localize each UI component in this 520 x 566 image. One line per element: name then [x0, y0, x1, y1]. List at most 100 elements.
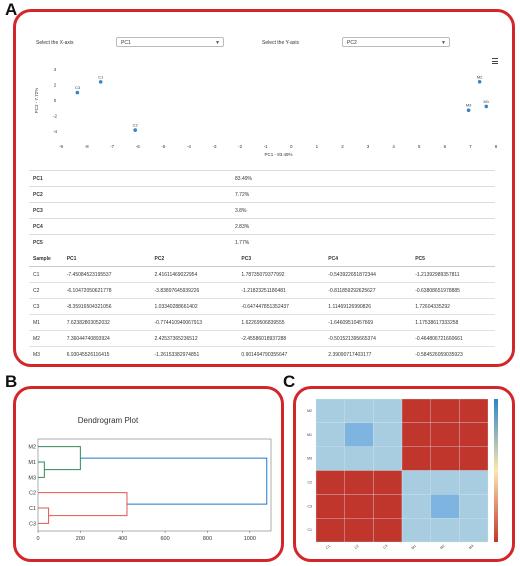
pc-name-cell: PC5	[29, 234, 231, 250]
heatmap-cell	[430, 422, 460, 447]
x-tick-label: 1	[316, 144, 319, 149]
column-label: C3	[382, 544, 388, 550]
heatmap-cell	[315, 518, 345, 543]
table-cell: 2.39090717403177	[324, 346, 412, 362]
column-label: C2	[354, 544, 360, 550]
panel-label-b: B	[5, 372, 18, 391]
table-cell: 7.36044740893924	[62, 330, 151, 347]
y-tick-label: 0	[54, 98, 57, 103]
table-cell: 1.03340288661402	[150, 298, 238, 315]
pc-name-cell: PC1	[29, 170, 231, 187]
pc-name-cell: PC4	[29, 218, 231, 235]
x-tick-label: 5	[418, 144, 421, 149]
x-tick-label: -7	[110, 144, 114, 149]
leaf-label: M3	[28, 475, 36, 481]
column-label: M1	[411, 544, 417, 550]
dendrogram-link	[38, 461, 45, 478]
table-cell: 1.62269506839555	[237, 314, 325, 331]
y-axis-title: PC2 - 7.72%	[34, 88, 39, 114]
pc-name-cell: PC3	[29, 202, 231, 219]
data-point-label: C3	[75, 85, 81, 90]
column-header: PC1	[62, 252, 151, 267]
x-tick-label: -9	[59, 144, 63, 149]
table-row: M1 7.62382803052032 -0.774410940067913 1.62…	[29, 314, 495, 331]
row-label: M2	[307, 409, 312, 413]
column-label: M2	[439, 544, 445, 550]
x-axis-select-value: PC1	[121, 40, 131, 46]
heatmap-cell	[344, 518, 374, 543]
heatmap-cell	[373, 398, 403, 423]
table-cell: -0.584526059035923	[411, 346, 495, 362]
variance-value-cell: 2.83%	[231, 218, 495, 235]
table-row: C2 -6.10472050621778 -3.83897645939226 -1.2…	[29, 282, 495, 299]
table-cell: 1.17538617333258	[411, 314, 495, 331]
leaf-label: M1	[28, 460, 36, 466]
y-axis-select[interactable]: PC2 ▼	[342, 37, 450, 47]
table-cell: -8.35916504321056	[62, 298, 151, 315]
table-cell: -1.26153382974851	[150, 346, 238, 362]
heatmap-cell	[430, 518, 460, 543]
heatmap-cell	[401, 518, 431, 543]
heatmap-cell	[344, 470, 374, 495]
table-cell: -1.21392989357811	[411, 266, 495, 283]
table-cell: -0.647447851352437	[237, 298, 325, 315]
heatmap-cell	[315, 422, 345, 447]
heatmap-cell	[430, 398, 460, 423]
column-label: M3	[468, 544, 474, 550]
heatmap-cell	[459, 494, 489, 519]
table-cell: -0.774410940067913	[150, 314, 238, 331]
x-tick-label: 400	[118, 536, 127, 542]
scores-table: Sample PC1 PC2 PC3 PC4 PC5 C1 -7.4508452319553…	[29, 252, 495, 362]
data-point-label: M3	[466, 103, 472, 108]
x-tick-label: 1000	[244, 536, 256, 542]
y-tick-label: 2	[54, 83, 57, 88]
heatmap-cell	[344, 398, 374, 423]
heatmap-cell	[315, 494, 345, 519]
table-cell: M3	[29, 346, 63, 362]
heatmap-cell	[459, 446, 489, 471]
heatmap-cell	[401, 494, 431, 519]
x-tick-label: -2	[238, 144, 242, 149]
table-cell: -2.45586018937288	[237, 330, 325, 347]
x-axis-select[interactable]: PC1 ▼	[116, 37, 224, 47]
table-cell: -0.464806721660661	[411, 330, 495, 347]
row-label: C2	[308, 480, 313, 484]
y-axis-label: Select the Y-axis	[262, 40, 299, 46]
x-axis-label: Select the X-axis	[36, 40, 74, 46]
column-header: PC4	[324, 252, 412, 267]
x-tick-label: 3	[367, 144, 370, 149]
x-tick-label: 600	[160, 536, 169, 542]
heatmap-cell	[315, 398, 345, 423]
y-axis-select-value: PC2	[347, 40, 357, 46]
table-cell: -0.543922651872344	[324, 266, 412, 283]
y-tick-label: 4	[54, 67, 57, 72]
table-cell: C2	[29, 282, 63, 299]
y-tick-label: -4	[53, 129, 57, 134]
variance-value-cell: 3.8%	[231, 202, 495, 219]
heatmap-cell	[459, 518, 489, 543]
variance-table: PC1 83.49% PC2 7.72% PC3 3.8% PC4 2.83% PC5 1.77%	[29, 170, 495, 250]
data-point-label: M2	[477, 74, 483, 79]
column-header: PC5	[411, 252, 495, 267]
heatmap-cell	[401, 446, 431, 471]
table-cell: M2	[29, 330, 63, 347]
x-tick-label: 8	[495, 144, 498, 149]
x-tick-label: 0	[290, 144, 293, 149]
table-cell: -0.501521395665374	[324, 330, 412, 347]
data-point-label: C2	[133, 123, 139, 128]
heatmap-cell	[373, 422, 403, 447]
dendrogram-link	[38, 446, 81, 471]
table-row: C1 -7.45084523195537 2.41611469022954 1.787…	[29, 266, 495, 283]
variance-row: PC4 2.83%	[29, 218, 495, 235]
x-tick-label: 200	[76, 536, 85, 542]
x-tick-label: -8	[85, 144, 89, 149]
colorbar	[494, 399, 498, 542]
hamburger-menu-icon[interactable]	[492, 58, 498, 64]
panel-label-a: A	[5, 0, 18, 19]
x-tick-label: 0	[36, 536, 39, 542]
y-tick-label: -2	[53, 113, 57, 118]
table-cell: -7.45084523195537	[62, 266, 151, 283]
heatmap-cell	[401, 422, 431, 447]
plot-frame	[37, 438, 272, 532]
table-cell: -1.64609510457669	[324, 314, 412, 331]
